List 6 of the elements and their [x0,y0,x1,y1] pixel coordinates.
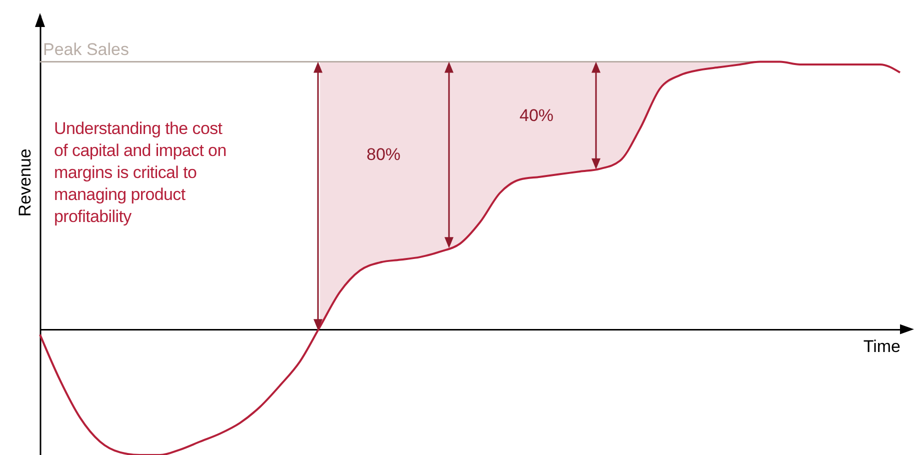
x-axis-title: Time [863,336,900,356]
annotation: 40% [519,104,554,127]
y-axis-title: Revenue [16,148,34,217]
ref-line-label: Peak Sales [43,40,129,59]
annotation: 80% [366,144,401,166]
annotation: Understanding the cost of capital and impact on margins is critical to managing product profitability [54,118,228,228]
